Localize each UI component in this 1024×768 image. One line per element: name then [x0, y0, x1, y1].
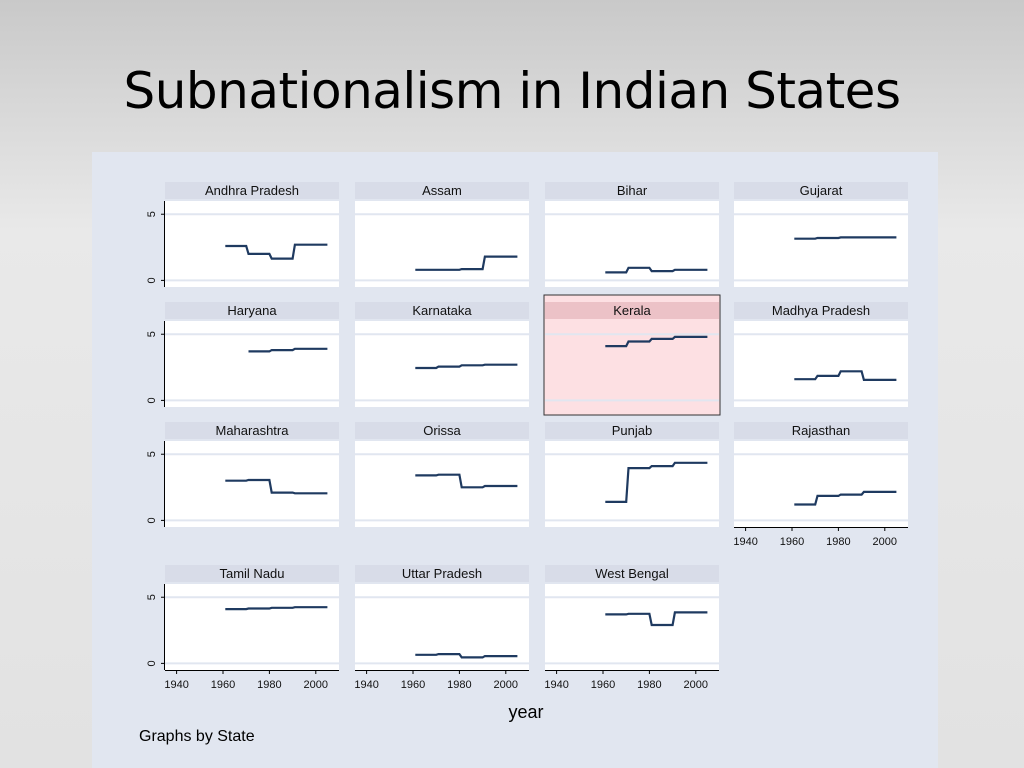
y-tick-label: 5 [146, 451, 158, 457]
y-tick-label: 5 [146, 594, 158, 600]
x-tick-label: 1980 [257, 679, 281, 691]
plot-area-gujarat [734, 201, 908, 287]
plot-area-orissa [355, 441, 529, 527]
plot-area-rajasthan [734, 441, 908, 527]
series-line-kerala [605, 335, 708, 348]
x-tick-label: 1940 [164, 679, 188, 691]
x-tick-label: 1980 [826, 536, 850, 548]
plot-area-west-bengal [545, 584, 719, 670]
panel-strip-andhra-pradesh [165, 182, 339, 199]
panel-strip-kerala [545, 302, 719, 319]
series-line-west-bengal [605, 611, 708, 627]
y-tick-label: 0 [146, 517, 158, 523]
panel-title-andhra-pradesh: Andhra Pradesh [205, 183, 299, 198]
series-line-uttar-pradesh [415, 652, 518, 659]
panel-title-assam: Assam [422, 183, 462, 198]
x-tick-label: 1940 [544, 679, 568, 691]
series-line-haryana [248, 347, 328, 353]
panel-title-kerala: Kerala [613, 303, 651, 318]
panel-strip-maharashtra [165, 422, 339, 439]
y-tick-label: 0 [146, 660, 158, 666]
panel-strip-tamil-nadu [165, 565, 339, 582]
x-tick-label: 1960 [211, 679, 235, 691]
series-line-rajasthan [794, 490, 897, 506]
plot-area-haryana [165, 321, 339, 407]
y-tick-label: 0 [146, 277, 158, 283]
panel-title-karnataka: Karnataka [412, 303, 472, 318]
plot-area-madhya-pradesh [734, 321, 908, 407]
plot-area-bihar [545, 201, 719, 287]
graphs-by-note: Graphs by State [139, 728, 255, 745]
plot-area-assam [355, 201, 529, 287]
x-tick-label: 2000 [684, 679, 708, 691]
panel-title-bihar: Bihar [617, 183, 648, 198]
x-tick-label: 1980 [447, 679, 471, 691]
x-tick-label: 1980 [637, 679, 661, 691]
panel-strip-west-bengal [545, 565, 719, 582]
x-tick-label: 1960 [591, 679, 615, 691]
y-tick-label: 0 [146, 397, 158, 403]
panel-strip-uttar-pradesh [355, 565, 529, 582]
plot-area-maharashtra [165, 441, 339, 527]
panel-title-punjab: Punjab [612, 423, 652, 438]
plot-area-punjab [545, 441, 719, 527]
series-line-karnataka [415, 363, 518, 370]
y-tick-label: 5 [146, 331, 158, 337]
x-tick-label: 1960 [780, 536, 804, 548]
series-line-maharashtra [225, 478, 328, 495]
x-tick-label: 2000 [494, 679, 518, 691]
x-tick-label: 2000 [304, 679, 328, 691]
x-tick-label: 1960 [401, 679, 425, 691]
panel-title-uttar-pradesh: Uttar Pradesh [402, 566, 482, 581]
panel-strip-rajasthan [734, 422, 908, 439]
series-line-punjab [605, 461, 708, 503]
x-tick-label: 1940 [733, 536, 757, 548]
x-tick-label: 1940 [354, 679, 378, 691]
panel-title-orissa: Orissa [423, 423, 461, 438]
series-line-assam [415, 255, 518, 271]
y-tick-label: 5 [146, 211, 158, 217]
series-line-gujarat [794, 236, 897, 240]
panel-title-gujarat: Gujarat [800, 183, 843, 198]
panel-title-rajasthan: Rajasthan [792, 423, 851, 438]
panel-strip-madhya-pradesh [734, 302, 908, 319]
series-line-tamil-nadu [225, 606, 328, 611]
series-line-bihar [605, 266, 708, 274]
x-tick-label: 2000 [873, 536, 897, 548]
panel-strip-bihar [545, 182, 719, 199]
panel-strip-assam [355, 182, 529, 199]
slide-title: Subnationalism in Indian States [123, 62, 901, 120]
panel-strip-karnataka [355, 302, 529, 319]
plot-area-tamil-nadu [165, 584, 339, 670]
panel-title-haryana: Haryana [227, 303, 277, 318]
panel-strip-orissa [355, 422, 529, 439]
series-line-orissa [415, 473, 518, 489]
series-line-andhra-pradesh [225, 243, 328, 260]
panel-title-west-bengal: West Bengal [595, 566, 669, 581]
panel-strip-punjab [545, 422, 719, 439]
panel-strip-gujarat [734, 182, 908, 199]
panel-title-maharashtra: Maharashtra [216, 423, 290, 438]
x-axis-title: year [508, 702, 543, 722]
series-line-madhya-pradesh [794, 370, 897, 381]
panel-title-madhya-pradesh: Madhya Pradesh [772, 303, 870, 318]
panel-strip-haryana [165, 302, 339, 319]
panel-title-tamil-nadu: Tamil Nadu [219, 566, 284, 581]
